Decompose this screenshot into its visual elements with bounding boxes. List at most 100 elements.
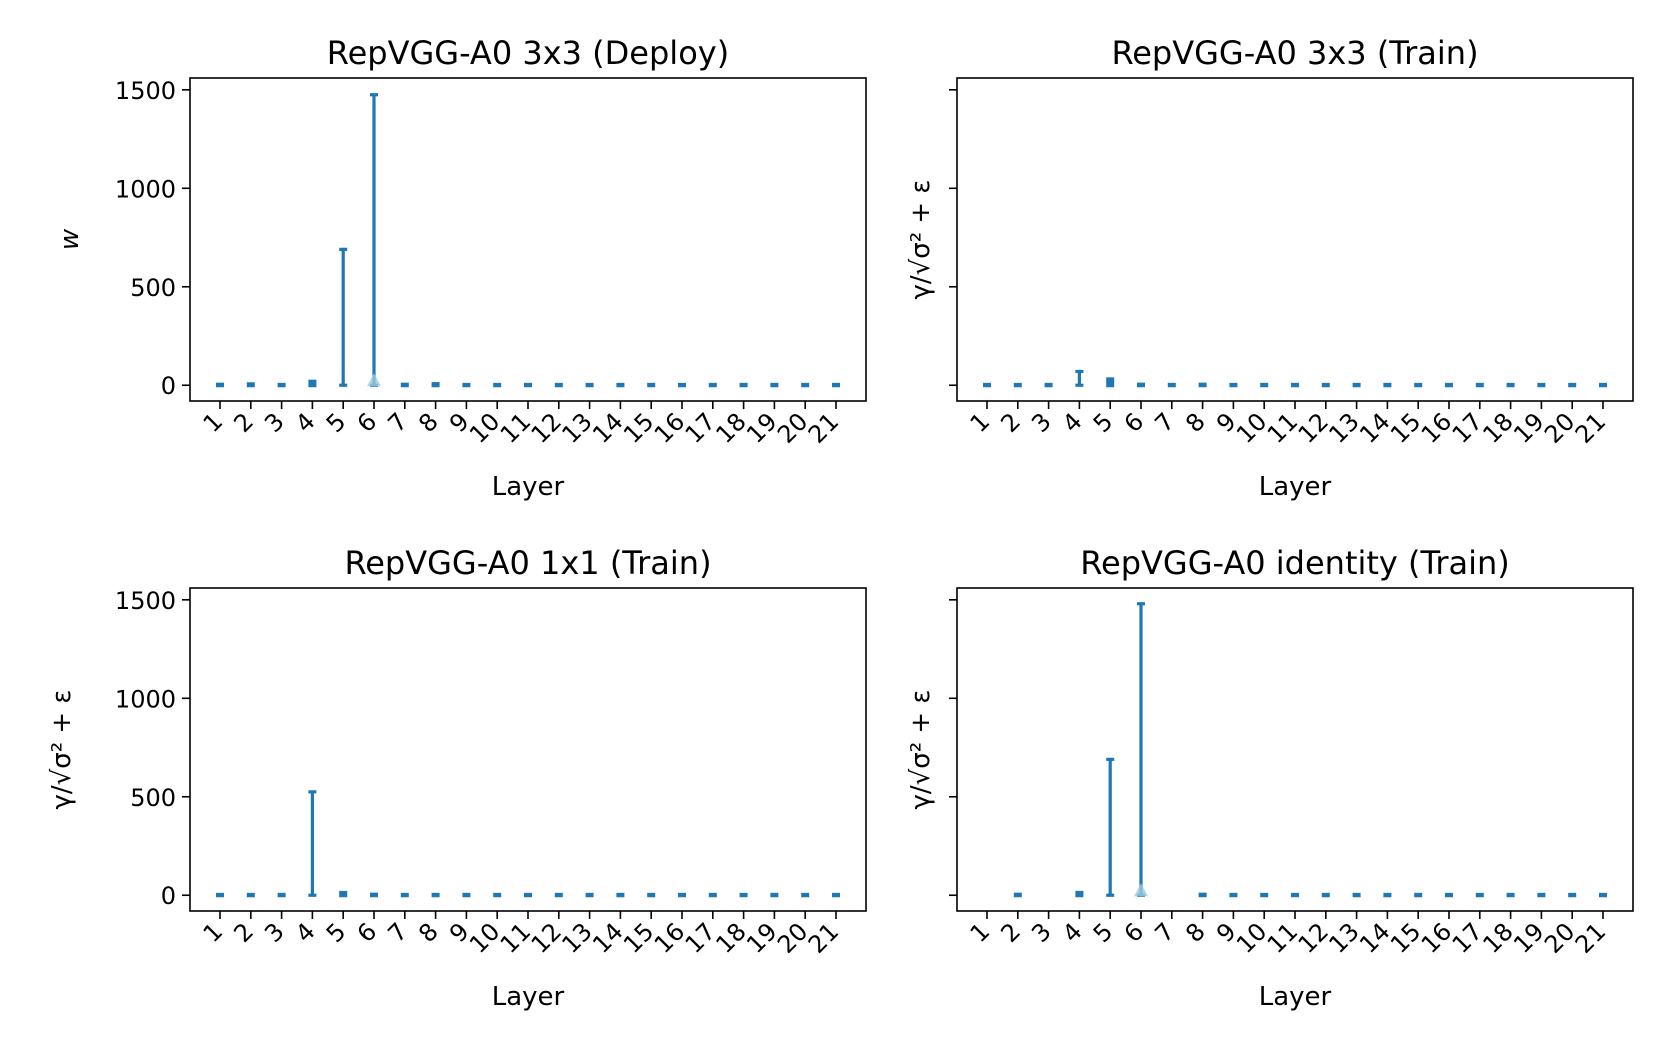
error-bar — [1383, 382, 1392, 388]
error-bar — [647, 382, 656, 388]
x-tick-label: 7 — [382, 917, 413, 948]
error-bar — [339, 890, 348, 898]
error-bar — [708, 382, 717, 388]
plot-frame — [189, 77, 867, 402]
error-bar — [1599, 892, 1607, 898]
error-bar — [493, 382, 502, 388]
error-bar — [1198, 892, 1207, 898]
x-tick-label: 21 — [1570, 917, 1611, 958]
y-axis-label: γ/√σ² + ε — [906, 180, 936, 300]
error-bar — [1352, 892, 1361, 898]
error-bar — [983, 382, 991, 388]
x-tick-label: 1 — [198, 917, 229, 948]
error-bar — [1137, 382, 1145, 388]
x-tick-label: 4 — [290, 917, 321, 948]
chart-title: RepVGG-A0 1x1 (Train) — [344, 544, 711, 582]
error-bar — [1506, 382, 1515, 388]
error-bar — [277, 892, 286, 898]
error-bar — [1445, 382, 1453, 388]
error-bar — [246, 382, 255, 388]
y-tick-label: 0 — [161, 882, 176, 910]
x-tick-label: 3 — [259, 407, 290, 438]
error-bar — [1291, 892, 1299, 898]
error-bar — [1537, 892, 1546, 898]
plot-frame — [956, 587, 1634, 912]
x-tick-label: 1 — [965, 917, 996, 948]
error-bar — [462, 892, 471, 898]
error-bar — [1291, 382, 1299, 388]
error-bar — [770, 892, 779, 898]
x-tick-label: 8 — [1180, 407, 1211, 438]
error-bar — [1260, 382, 1269, 388]
error-bar — [1229, 892, 1238, 898]
y-tick-label: 1500 — [115, 77, 176, 105]
error-bar — [616, 382, 625, 388]
error-bar — [647, 892, 656, 898]
x-tick-label: 6 — [352, 407, 383, 438]
error-bar — [616, 892, 625, 898]
x-axis-label: Layer — [1259, 982, 1332, 1012]
error-bar — [678, 382, 686, 388]
x-tick-label: 6 — [352, 917, 383, 948]
error-bar — [1414, 892, 1423, 898]
x-tick-label: 8 — [413, 917, 444, 948]
y-axis-label: γ/√σ² + ε — [906, 690, 936, 810]
y-axis-label: γ/√σ² + ε — [47, 690, 77, 810]
y-tick-label: 1000 — [115, 685, 176, 713]
plot-frame — [956, 77, 1634, 402]
error-bar — [1013, 382, 1022, 388]
x-axis-label: Layer — [492, 472, 565, 502]
error-bar — [431, 382, 440, 388]
x-tick-label: 3 — [259, 917, 290, 948]
y-tick-label: 0 — [161, 372, 176, 400]
error-bar — [1568, 382, 1577, 388]
error-bar — [739, 382, 748, 388]
x-tick-label: 21 — [1570, 407, 1611, 448]
error-bar — [1044, 382, 1053, 388]
error-bar — [400, 382, 409, 388]
x-tick-label: 7 — [1149, 407, 1180, 438]
x-tick-label: 5 — [321, 917, 352, 948]
error-bar — [1537, 382, 1546, 388]
x-axis-label: Layer — [1259, 472, 1332, 502]
error-bar — [1599, 382, 1607, 388]
error-bar — [1167, 382, 1176, 388]
x-tick-label: 8 — [413, 407, 444, 438]
error-bar — [308, 379, 317, 388]
x-tick-label: 6 — [1119, 917, 1150, 948]
error-bar — [216, 382, 224, 388]
error-bar — [1198, 382, 1207, 388]
x-tick-label: 7 — [382, 407, 413, 438]
error-bar — [739, 892, 748, 898]
error-bar — [431, 892, 440, 898]
error-bar — [493, 892, 502, 898]
x-tick-label: 2 — [995, 917, 1026, 948]
error-bar — [770, 382, 779, 388]
error-bar — [554, 382, 563, 388]
x-tick-label: 5 — [1088, 407, 1119, 438]
x-tick-label: 1 — [198, 407, 229, 438]
x-tick-label: 5 — [1088, 917, 1119, 948]
x-tick-label: 21 — [803, 917, 844, 958]
error-bar — [832, 892, 840, 898]
error-bar — [1506, 892, 1515, 898]
error-bar — [708, 892, 717, 898]
error-bar — [400, 892, 409, 898]
y-tick-label: 1000 — [115, 175, 176, 203]
y-tick-label: 500 — [130, 784, 176, 812]
error-bar — [801, 382, 810, 388]
x-tick-label: 6 — [1119, 407, 1150, 438]
error-bar — [524, 382, 532, 388]
error-bar — [1352, 382, 1361, 388]
error-bar — [1445, 892, 1453, 898]
x-tick-label: 21 — [803, 407, 844, 448]
x-tick-label: 4 — [290, 407, 321, 438]
error-bar — [1321, 382, 1330, 388]
x-tick-label: 2 — [228, 407, 259, 438]
x-axis-label: Layer — [492, 982, 565, 1012]
y-axis-label: w — [55, 228, 85, 250]
distribution-marker — [1134, 883, 1148, 897]
error-bar — [1106, 377, 1115, 388]
x-tick-label: 3 — [1026, 407, 1057, 438]
error-bar — [832, 382, 840, 388]
